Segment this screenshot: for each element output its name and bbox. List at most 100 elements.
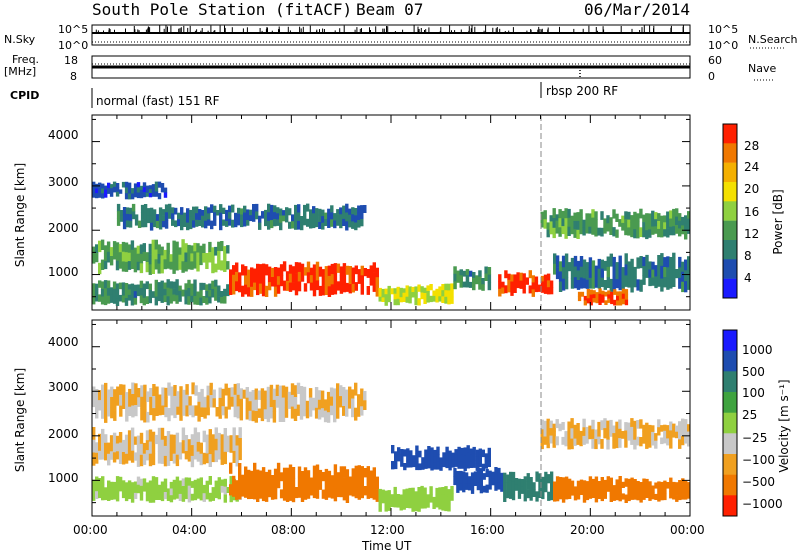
pixel (285, 280, 290, 291)
pixel (348, 485, 352, 496)
pixel (462, 478, 466, 486)
pixel (104, 487, 108, 494)
pixel (378, 287, 382, 293)
pixel (279, 275, 284, 287)
pixel (669, 218, 673, 228)
pixel (142, 453, 147, 465)
pixel (633, 430, 637, 441)
pixel (163, 435, 168, 447)
pixel (363, 468, 367, 478)
pixel (476, 467, 480, 476)
pixel (189, 216, 193, 223)
pixel (214, 246, 218, 256)
pixel (219, 221, 223, 231)
pixel (98, 484, 102, 492)
pixel (100, 259, 105, 270)
pixel (223, 428, 227, 441)
pixel (630, 426, 634, 437)
pixel (357, 405, 361, 417)
pixel (115, 183, 120, 188)
pixel (236, 383, 240, 396)
pixel (391, 445, 395, 454)
pixel (648, 261, 652, 270)
pixel (312, 476, 317, 488)
pixel (402, 502, 406, 510)
pixel (612, 227, 616, 237)
pixel (104, 409, 108, 423)
pixel (192, 220, 196, 228)
pixel (243, 205, 247, 213)
pixel (210, 220, 214, 230)
pixel (519, 272, 523, 281)
pixel (244, 266, 248, 276)
pixel (139, 295, 144, 304)
pixel (570, 487, 575, 496)
pixel (601, 298, 605, 303)
pixel (543, 428, 547, 437)
pixel (681, 216, 685, 226)
pixel (541, 476, 545, 485)
pixel (408, 487, 412, 495)
pixel (402, 297, 406, 302)
pixel (217, 441, 221, 451)
pixel (101, 439, 105, 450)
pixel (522, 286, 526, 294)
nsky-spikes (95, 25, 684, 33)
pixel (190, 253, 194, 262)
pixel (239, 398, 243, 410)
pixel (321, 209, 325, 217)
pixel (187, 439, 192, 451)
pixel (594, 211, 598, 220)
pixel (127, 188, 132, 194)
pixel (418, 463, 422, 471)
pixel (291, 282, 296, 291)
pixel (142, 192, 147, 198)
pixel (586, 293, 590, 299)
pixel (160, 451, 165, 464)
pixel (363, 391, 367, 401)
pixel (351, 275, 355, 285)
pixel (558, 484, 563, 492)
pixel (107, 487, 111, 495)
pixel (414, 491, 418, 499)
pixel (208, 252, 212, 263)
pixel (529, 492, 533, 501)
pixel (400, 460, 404, 467)
pixel (585, 270, 590, 281)
pixel (531, 282, 535, 290)
pixel (148, 193, 153, 198)
pixel (345, 480, 350, 492)
pixel (279, 489, 284, 499)
pixel (607, 298, 611, 303)
pixel (487, 447, 491, 455)
pixel (342, 406, 346, 416)
pixel (435, 288, 439, 294)
pixel (612, 256, 616, 269)
pixel (357, 212, 361, 221)
pixel (336, 209, 340, 215)
pixel (116, 218, 121, 226)
pixel (192, 213, 196, 221)
pixel (403, 463, 407, 471)
pixel (549, 221, 553, 228)
pixel (215, 407, 219, 417)
region-6 (453, 266, 492, 291)
pixel (143, 384, 147, 398)
pixel (118, 453, 123, 464)
pixel (118, 282, 123, 290)
pixel (264, 285, 269, 297)
pixel (148, 264, 152, 275)
pixel (577, 291, 582, 297)
pixel (506, 482, 510, 491)
pixel (514, 478, 519, 485)
beam-label: Beam 07 (356, 0, 424, 19)
pixel (116, 395, 120, 406)
pixel (445, 453, 449, 462)
pixel (176, 391, 180, 400)
pixel (333, 410, 337, 423)
pixel (200, 388, 204, 399)
pixel (282, 210, 286, 216)
pixel (151, 239, 155, 252)
pixel (450, 283, 454, 291)
pixel (333, 273, 338, 285)
